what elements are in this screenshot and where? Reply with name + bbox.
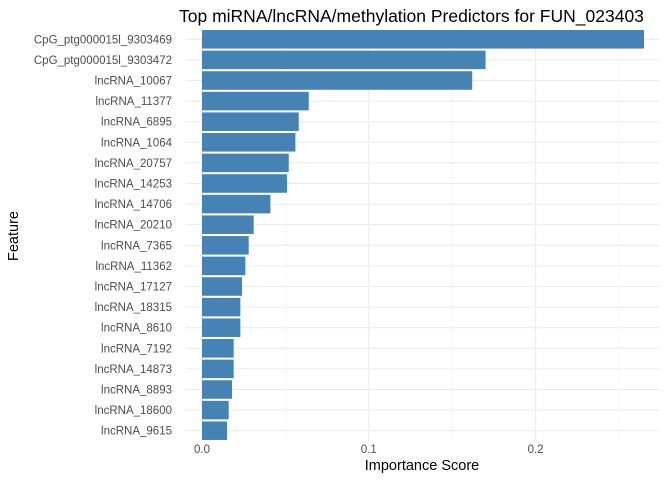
bar <box>202 153 289 173</box>
bar <box>202 256 246 276</box>
bar <box>202 277 243 296</box>
x-tick-label: 0.1 <box>361 444 377 456</box>
y-tick-label: CpG_ptg000015l_9303472 <box>34 55 172 67</box>
bar <box>202 297 241 317</box>
bar <box>202 174 288 193</box>
y-tick-label: lncRNA_18315 <box>95 302 172 314</box>
bar <box>202 421 228 440</box>
bar <box>202 318 241 337</box>
y-tick-label: lncRNA_8610 <box>101 323 172 335</box>
grid <box>185 29 660 441</box>
bars <box>202 30 645 440</box>
bar <box>202 30 645 49</box>
y-tick-label: lncRNA_20757 <box>95 158 172 170</box>
y-tick-label: lncRNA_11362 <box>95 261 172 273</box>
bar <box>202 236 249 255</box>
y-tick-label: lncRNA_1064 <box>101 137 173 149</box>
y-tick-label: lncRNA_11377 <box>95 96 172 108</box>
bar <box>202 215 254 234</box>
bar <box>202 380 233 399</box>
bar <box>202 339 234 358</box>
x-tick-label: 0.0 <box>194 444 210 456</box>
y-tick-label: lncRNA_8893 <box>101 385 172 397</box>
y-tick-label: lncRNA_9615 <box>101 426 172 438</box>
bar <box>202 91 309 111</box>
y-tick-label: lncRNA_14873 <box>95 364 172 376</box>
y-tick-label: lncRNA_14253 <box>95 179 172 191</box>
bar <box>202 112 299 131</box>
y-tick-label: lncRNA_7365 <box>101 240 172 252</box>
y-tick-label: lncRNA_14706 <box>95 199 172 211</box>
y-tick-label: lncRNA_6895 <box>101 117 172 129</box>
bar <box>202 71 473 90</box>
bar <box>202 359 234 379</box>
y-tick-label: lncRNA_18600 <box>95 405 172 417</box>
y-tick-label: lncRNA_10067 <box>95 76 172 88</box>
y-tick-label: lncRNA_17127 <box>95 282 172 294</box>
bar <box>202 50 486 70</box>
y-tick-label: lncRNA_20210 <box>95 220 172 232</box>
chart-title: Top miRNA/lncRNA/methylation Predictors … <box>179 6 644 27</box>
x-tick-label: 0.2 <box>528 444 544 456</box>
y-tick-label: lncRNA_7192 <box>101 343 172 355</box>
x-axis-title: Importance Score <box>365 458 479 474</box>
bar <box>202 400 229 420</box>
x-tick-labels: 0.0 0.1 0.2 <box>194 444 544 456</box>
bar <box>202 133 296 152</box>
bar <box>202 194 271 214</box>
y-tick-label: CpG_ptg000015l_9303469 <box>34 34 172 46</box>
y-tick-labels: CpG_ptg000015l_9303469 CpG_ptg000015l_930… <box>34 34 173 437</box>
y-axis-title: Feature <box>6 211 22 261</box>
